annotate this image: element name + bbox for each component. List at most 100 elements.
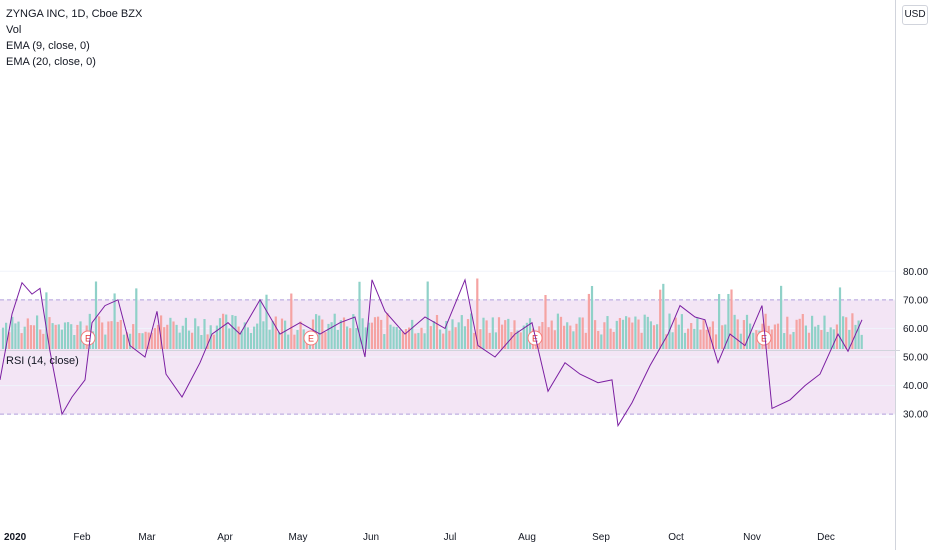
volume-bar — [705, 329, 708, 349]
volume-bar — [392, 326, 395, 349]
rsi-tick-label: 50.00 — [903, 353, 928, 364]
svg-text:E: E — [532, 334, 538, 344]
volume-bar — [479, 329, 482, 349]
volume-bar — [798, 318, 801, 349]
volume-bar — [811, 315, 814, 349]
volume-bar — [693, 328, 696, 349]
volume-bar — [370, 322, 373, 349]
volume-bar — [541, 321, 544, 349]
volume-bar — [696, 318, 699, 349]
volume-bar — [246, 327, 249, 349]
volume-bar — [442, 333, 445, 349]
volume-bar — [770, 329, 773, 349]
volume-bar — [522, 325, 525, 349]
volume-bar — [674, 317, 677, 349]
volume-bar — [48, 317, 51, 349]
rsi-tick-label: 30.00 — [903, 410, 928, 421]
volume-bar — [553, 330, 556, 349]
volume-bar — [197, 326, 200, 349]
volume-bar — [714, 334, 718, 349]
volume-bar — [857, 320, 860, 349]
volume-bar — [367, 322, 370, 349]
volume-bar — [240, 331, 243, 349]
volume-bar — [280, 318, 284, 349]
volume-bar — [652, 325, 656, 349]
volume-bar — [776, 323, 780, 349]
volume-bar — [243, 322, 246, 349]
volume-bar — [256, 323, 259, 349]
volume-bar — [215, 325, 218, 349]
vol-legend[interactable]: Vol — [6, 24, 22, 36]
volume-bar — [11, 316, 14, 349]
volume-bar — [333, 313, 336, 349]
x-tick-label: Sep — [592, 532, 610, 543]
ema20-legend[interactable]: EMA (20, close, 0) — [6, 56, 96, 68]
volume-bar — [228, 328, 231, 349]
volume-bar — [373, 317, 377, 349]
volume-bar — [342, 317, 346, 349]
volume-bar — [860, 334, 863, 349]
volume-bar — [129, 333, 132, 349]
volume-bar — [749, 323, 752, 349]
volume-bar — [169, 317, 172, 349]
volume-bar — [584, 332, 587, 349]
volume-bar — [470, 313, 473, 349]
volume-bar — [801, 314, 804, 349]
volume-bar — [138, 333, 141, 349]
volume-bar — [125, 332, 129, 349]
volume-bar — [516, 330, 519, 349]
volume-bar — [435, 314, 439, 349]
volume-bar — [752, 332, 755, 349]
rsi-tick-label: 80.00 — [903, 267, 928, 278]
volume-bar — [36, 315, 39, 349]
volume-bar — [386, 313, 389, 349]
volume-bar — [20, 333, 23, 349]
volume-bar — [432, 321, 435, 349]
volume-bar — [556, 313, 559, 349]
volume-bar — [60, 329, 63, 349]
rsi-legend[interactable]: RSI (14, close) — [6, 355, 79, 367]
volume-bar — [439, 329, 442, 349]
volume-bar — [507, 318, 510, 349]
volume-bar — [296, 330, 299, 349]
svg-text:E: E — [308, 334, 314, 344]
volume-bar — [497, 317, 501, 349]
volume-bar — [110, 321, 113, 349]
volume-bar — [54, 324, 57, 349]
volume-bar — [817, 324, 820, 349]
volume-bar — [476, 278, 479, 349]
volume-bar — [826, 331, 829, 349]
volume-bars — [1, 278, 863, 349]
volume-bar — [581, 317, 584, 349]
volume-bar — [160, 315, 163, 349]
x-tick-label: Jun — [363, 532, 379, 543]
volume-bar — [563, 325, 566, 349]
ema9-legend[interactable]: EMA (9, close, 0) — [6, 40, 90, 52]
volume-bar — [559, 316, 563, 349]
currency-button[interactable]: USD — [902, 5, 928, 25]
volume-bar — [804, 325, 807, 349]
svg-text:E: E — [85, 334, 91, 344]
volume-bar — [318, 315, 321, 349]
volume-bar — [32, 325, 36, 349]
volume-bar — [510, 332, 513, 349]
grid — [0, 0, 900, 550]
x-tick-label: Feb — [73, 532, 91, 543]
volume-bar — [621, 319, 625, 349]
volume-bar — [832, 329, 835, 349]
volume-bar — [271, 321, 274, 349]
symbol-title[interactable]: ZYNGA INC, 1D, Cboe BZX — [6, 8, 143, 20]
volume-bar — [411, 319, 414, 349]
volume-bar — [463, 326, 466, 349]
volume-bar — [829, 327, 832, 349]
volume-bar — [451, 319, 454, 349]
volume-bar — [187, 330, 191, 349]
volume-bar — [683, 332, 687, 349]
volume-bar — [460, 315, 463, 349]
volume-bar — [172, 321, 175, 349]
volume-bar — [482, 317, 485, 349]
volume-bar — [612, 331, 615, 349]
volume-bar — [730, 289, 733, 349]
axes: 5.506.006.507.007.508.0030.0040.0050.006… — [4, 267, 928, 543]
